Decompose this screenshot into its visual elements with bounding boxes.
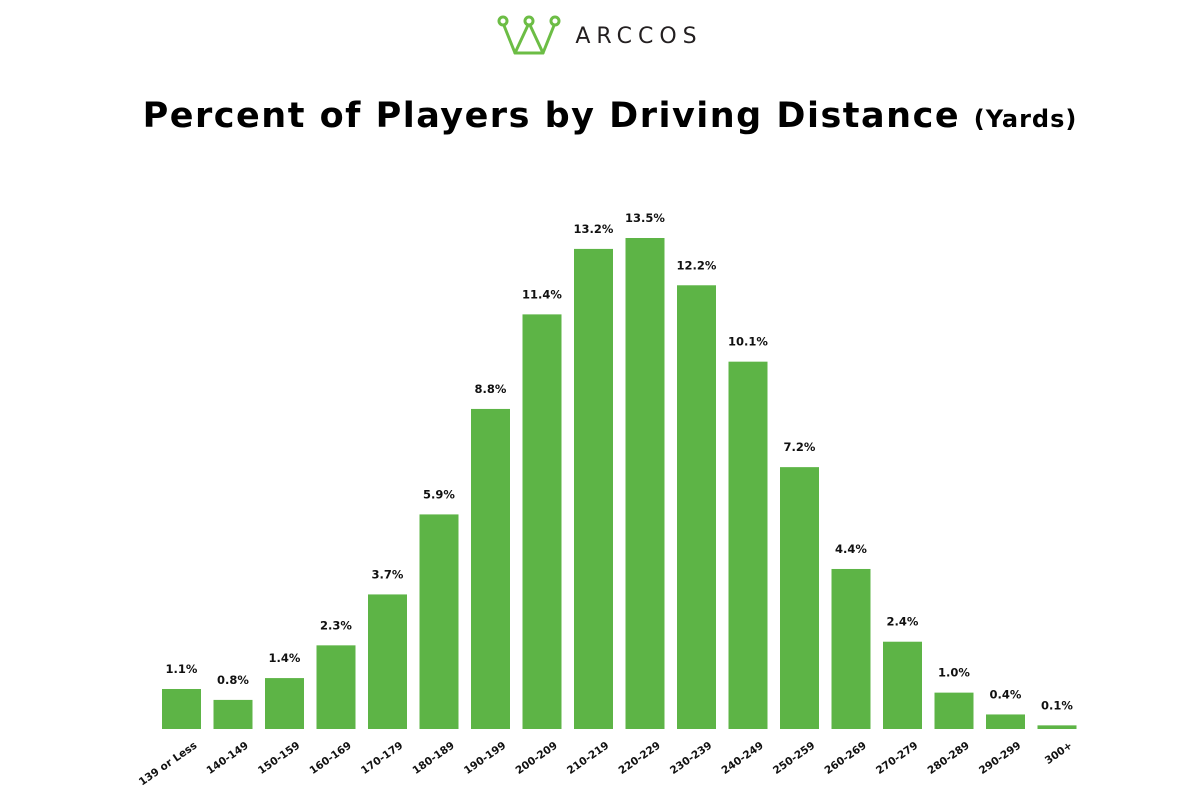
bar-value-label-7: 11.4%: [522, 287, 562, 301]
bar-value-label-8: 13.2%: [574, 222, 614, 236]
bar-7: [522, 314, 562, 729]
brand-logo: ARCCOS: [0, 14, 1200, 58]
x-tick-label-12: 250-259: [771, 740, 817, 777]
bar-value-label-1: 0.8%: [217, 673, 249, 687]
bar-value-label-9: 13.5%: [625, 211, 665, 225]
x-tick-label-17: 300+: [1043, 740, 1075, 767]
x-tick-label-14: 270-279: [874, 740, 920, 777]
bar-value-label-10: 12.2%: [677, 258, 717, 272]
bar-9: [625, 238, 665, 729]
bar-11: [728, 361, 768, 729]
x-tick-label-2: 150-159: [256, 740, 302, 777]
bar-value-label-11: 10.1%: [728, 335, 768, 349]
bar-value-label-4: 3.7%: [372, 567, 404, 581]
bar-value-label-5: 5.9%: [423, 487, 455, 501]
bar-5: [419, 514, 459, 729]
bar-8: [574, 248, 613, 729]
x-tick-label-8: 210-219: [565, 740, 611, 777]
bar-4: [368, 594, 407, 729]
x-tick-label-15: 280-289: [925, 740, 971, 777]
x-tick-label-6: 190-199: [462, 740, 508, 777]
chart-title: Percent of Players by Driving Distance: [142, 96, 961, 136]
brand-name: ARCCOS: [575, 23, 703, 49]
bar-value-label-0: 1.1%: [166, 662, 198, 676]
bar-value-label-16: 0.4%: [990, 687, 1022, 701]
bar-value-label-12: 7.2%: [784, 440, 816, 454]
bar-value-label-13: 4.4%: [835, 542, 867, 556]
bar-0: [162, 688, 201, 729]
bar-value-label-6: 8.8%: [475, 382, 507, 396]
bar-6: [471, 408, 510, 729]
chart-title-block: Percent of Players by Driving Distance (…: [0, 96, 1200, 136]
x-tick-label-5: 180-189: [410, 740, 456, 777]
x-tick-label-1: 140-149: [204, 740, 250, 777]
bar-value-label-14: 2.4%: [887, 615, 919, 629]
x-tick-label-16: 290-299: [977, 740, 1023, 777]
x-tick-label-3: 160-169: [307, 740, 353, 777]
bar-13: [831, 568, 871, 729]
bar-15: [934, 692, 974, 729]
x-tick-label-11: 240-249: [719, 740, 765, 777]
x-tick-label-7: 200-209: [513, 740, 559, 777]
bar-1: [213, 699, 253, 729]
bar-value-label-3: 2.3%: [320, 618, 352, 632]
chart-subtitle: (Yards): [973, 105, 1078, 133]
x-tick-label-10: 230-239: [668, 740, 714, 777]
x-tick-label-9: 220-229: [616, 740, 662, 777]
bar-value-label-2: 1.4%: [269, 651, 301, 665]
bar-value-label-17: 0.1%: [1041, 698, 1073, 712]
bar-value-label-15: 1.0%: [938, 666, 970, 680]
bar-17: [1037, 725, 1077, 729]
bar-12: [780, 467, 819, 729]
x-tick-label-4: 170-179: [359, 740, 405, 777]
x-tick-label-0: 139 or Less: [137, 740, 200, 789]
x-tick-label-13: 260-269: [822, 740, 868, 777]
bar-3: [316, 645, 356, 729]
bar-16: [986, 714, 1025, 729]
crown-icon: [497, 15, 561, 55]
bar-10: [677, 285, 716, 729]
bar-2: [265, 678, 304, 729]
bar-14: [883, 641, 922, 729]
